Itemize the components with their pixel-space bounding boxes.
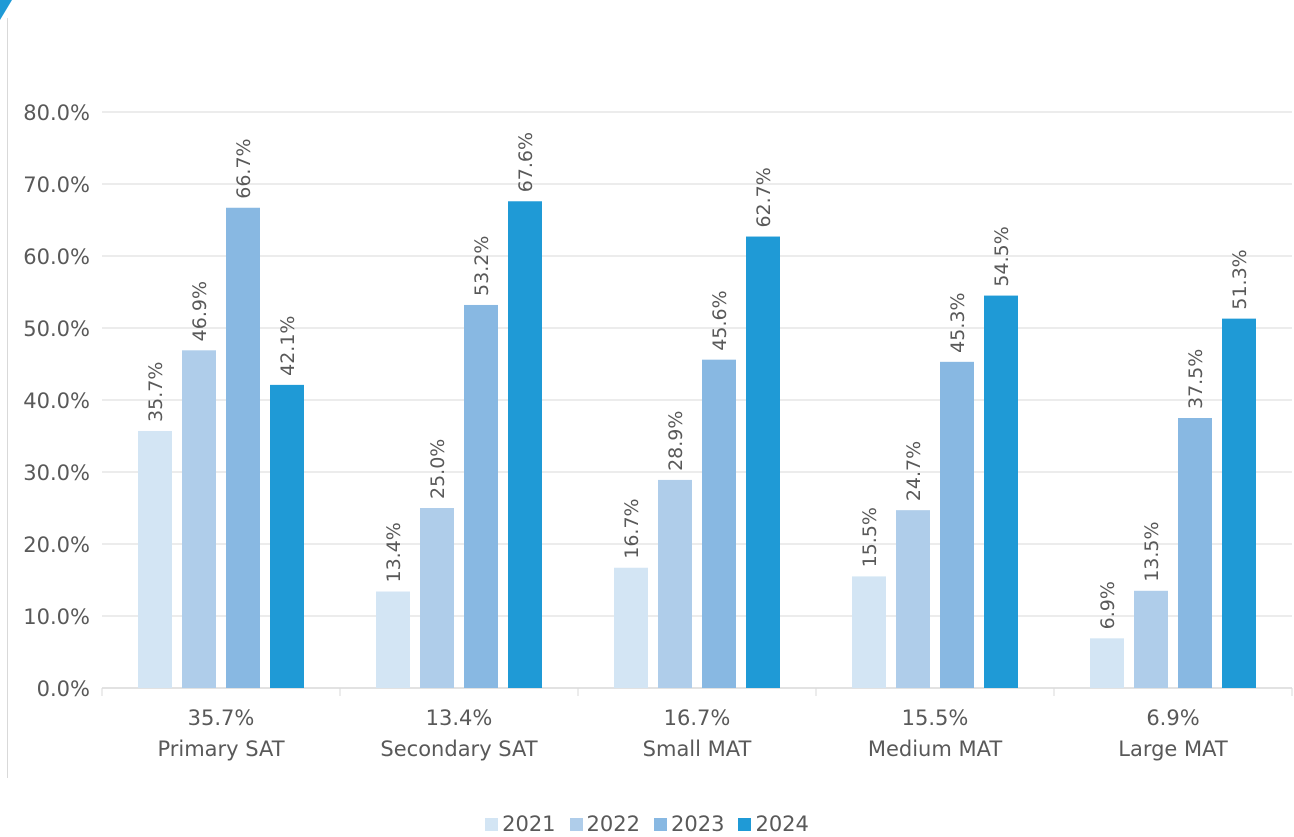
bar-2022 bbox=[658, 479, 692, 688]
bar-2023 bbox=[702, 359, 736, 688]
bar-value-label: 16.7% bbox=[621, 498, 643, 558]
bar-2024 bbox=[984, 295, 1018, 688]
bar-2022 bbox=[182, 350, 216, 688]
bar-2021 bbox=[852, 576, 886, 688]
legend-swatch bbox=[569, 817, 583, 831]
y-tick-label: 60.0% bbox=[23, 245, 90, 269]
panel-left-border bbox=[7, 18, 8, 778]
legend-label: 2023 bbox=[671, 812, 725, 836]
bar-value-label: 45.6% bbox=[709, 290, 731, 350]
x-category-label: Small MAT bbox=[643, 737, 752, 761]
legend-label: 2021 bbox=[502, 812, 556, 836]
bar-2024 bbox=[270, 384, 304, 688]
x-category-label: Large MAT bbox=[1118, 737, 1228, 761]
bar-value-label: 67.6% bbox=[515, 132, 537, 192]
bar-value-label: 13.4% bbox=[383, 522, 405, 582]
bar-value-label: 25.0% bbox=[427, 439, 449, 499]
bar-2021 bbox=[1090, 638, 1124, 688]
bar-value-label: 45.3% bbox=[947, 292, 969, 352]
bar-value-label: 15.5% bbox=[859, 507, 881, 567]
x-category-sublabel: 35.7% bbox=[188, 706, 255, 730]
bar-value-label: 42.1% bbox=[277, 316, 299, 376]
bar-2022 bbox=[1134, 590, 1168, 688]
bar-2023 bbox=[464, 304, 498, 688]
legend-item-2023: 2023 bbox=[654, 812, 724, 836]
legend-swatch bbox=[654, 817, 667, 831]
y-tick-label: 50.0% bbox=[23, 317, 90, 341]
legend-label: 2022 bbox=[586, 812, 640, 836]
x-category-sublabel: 6.9% bbox=[1146, 706, 1199, 730]
legend-label: 2024 bbox=[755, 812, 809, 836]
y-tick-label: 30.0% bbox=[23, 461, 90, 485]
x-category-label: Secondary SAT bbox=[380, 737, 537, 761]
corner-accent-mark bbox=[0, 0, 12, 20]
bar-value-label: 54.5% bbox=[991, 226, 1013, 286]
bar-2024 bbox=[1222, 318, 1256, 688]
legend-swatch bbox=[485, 817, 499, 831]
bar-2022 bbox=[420, 508, 454, 688]
y-tick-label: 0.0% bbox=[37, 677, 90, 701]
legend-swatch bbox=[738, 817, 752, 831]
bar-value-label: 62.7% bbox=[753, 167, 775, 227]
x-category-sublabel: 13.4% bbox=[426, 706, 493, 730]
x-category-sublabel: 16.7% bbox=[664, 706, 731, 730]
bar-2021 bbox=[614, 567, 648, 688]
chart-legend: 2021 2022 2023 2024 bbox=[0, 812, 1294, 836]
y-tick-label: 20.0% bbox=[23, 533, 90, 557]
y-tick-label: 40.0% bbox=[23, 389, 90, 413]
bar-value-label: 13.5% bbox=[1141, 521, 1163, 581]
bar-value-label: 66.7% bbox=[233, 138, 255, 198]
bar-2023 bbox=[1178, 418, 1212, 688]
y-tick-label: 70.0% bbox=[23, 173, 90, 197]
legend-item-2022: 2022 bbox=[569, 812, 640, 836]
bar-2022 bbox=[896, 510, 930, 688]
bar-value-label: 35.7% bbox=[145, 362, 167, 422]
x-category-label: Primary SAT bbox=[157, 737, 284, 761]
bar-value-label: 37.5% bbox=[1185, 349, 1207, 409]
bar-2023 bbox=[226, 207, 260, 688]
legend-item-2024: 2024 bbox=[738, 812, 809, 836]
bar-value-label: 6.9% bbox=[1097, 581, 1119, 629]
bar-value-label: 24.7% bbox=[903, 441, 925, 501]
bar-2021 bbox=[376, 591, 410, 688]
x-category-sublabel: 15.5% bbox=[902, 706, 969, 730]
bar-value-label: 51.3% bbox=[1229, 249, 1251, 309]
bar-value-label: 53.2% bbox=[471, 236, 493, 296]
y-tick-label: 80.0% bbox=[23, 101, 90, 125]
bar-2024 bbox=[746, 236, 780, 688]
bar-chart-plot: 0.0% 10.0% 20.0% 30.0% 40.0% 50.0% 60.0% 70.0% 8… bbox=[23, 101, 1293, 761]
x-category-label: Medium MAT bbox=[868, 737, 1002, 761]
bar-2021 bbox=[138, 430, 172, 688]
y-tick-label: 10.0% bbox=[23, 605, 90, 629]
bar-2024 bbox=[508, 201, 542, 688]
bar-2023 bbox=[940, 361, 974, 688]
bar-value-label: 28.9% bbox=[665, 411, 687, 471]
bar-value-label: 46.9% bbox=[189, 281, 211, 341]
legend-item-2021: 2021 bbox=[485, 812, 556, 836]
